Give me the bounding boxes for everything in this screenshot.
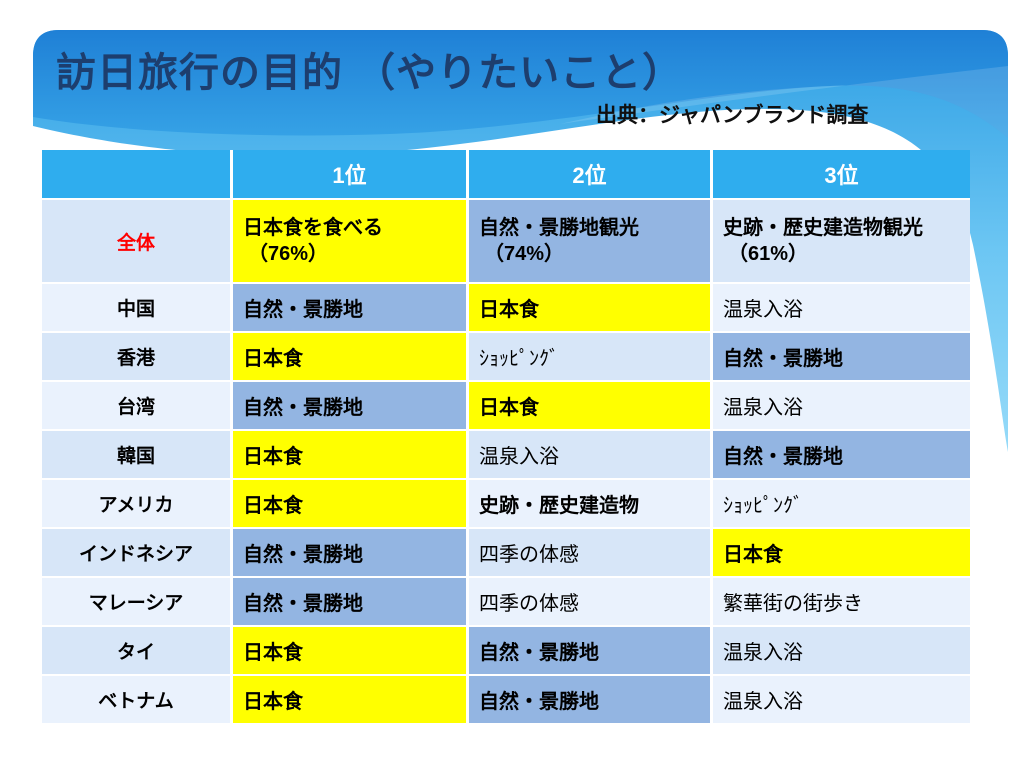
source-citation: 出典：ジャパンブランド調査 bbox=[596, 103, 869, 127]
cell-malaysia-rank1: 自然・景勝地 bbox=[233, 578, 466, 625]
cell-indonesia-rank1: 自然・景勝地 bbox=[233, 529, 466, 576]
row-label-vietnam: ベトナム bbox=[42, 676, 230, 723]
cell-overall-rank2: 自然・景勝地観光 （74%） bbox=[469, 200, 710, 282]
cell-malaysia-rank3: 繁華街の街歩き bbox=[713, 578, 970, 625]
col-header-rank1: 1位 bbox=[233, 150, 466, 198]
cell-thailand-rank3: 温泉入浴 bbox=[713, 627, 970, 674]
dark-banner-shape bbox=[33, 30, 1008, 138]
cell-indonesia-rank3: 日本食 bbox=[713, 529, 970, 576]
cell-usa-rank2: 史跡・歴史建造物 bbox=[469, 480, 710, 527]
cell-taiwan-rank2: 日本食 bbox=[469, 382, 710, 429]
row-label-overall: 全体 bbox=[42, 200, 230, 282]
cell-korea-rank1: 日本食 bbox=[233, 431, 466, 478]
cell-taiwan-rank1: 自然・景勝地 bbox=[233, 382, 466, 429]
cell-overall-rank1: 日本食を食べる （76%） bbox=[233, 200, 466, 282]
cell-vietnam-rank2: 自然・景勝地 bbox=[469, 676, 710, 723]
cell-korea-rank3: 自然・景勝地 bbox=[713, 431, 970, 478]
col-header-rank3: 3位 bbox=[713, 150, 970, 198]
cell-thailand-rank2: 自然・景勝地 bbox=[469, 627, 710, 674]
row-label-thailand: タイ bbox=[42, 627, 230, 674]
cell-text: 史跡・歴史建造物観光 bbox=[723, 217, 923, 239]
page-title: 訪日旅行の目的 （やりたいこと） bbox=[56, 51, 684, 95]
cell-china-rank2: 日本食 bbox=[469, 284, 710, 331]
cell-vietnam-rank3: 温泉入浴 bbox=[713, 676, 970, 723]
col-header-rank2: 2位 bbox=[469, 150, 710, 198]
row-label-malaysia: マレーシア bbox=[42, 578, 230, 625]
cell-usa-rank1: 日本食 bbox=[233, 480, 466, 527]
cell-china-rank1: 自然・景勝地 bbox=[233, 284, 466, 331]
cell-china-rank3: 温泉入浴 bbox=[713, 284, 970, 331]
cell-usa-rank3: ｼｮｯﾋﾟﾝｸﾞ bbox=[713, 480, 970, 527]
row-label-taiwan: 台湾 bbox=[42, 382, 230, 429]
row-label-usa: アメリカ bbox=[42, 480, 230, 527]
ranking-table: 1位 2位 3位 全体 日本食を食べる （76%） 自然・景勝地観光 （74%）… bbox=[42, 150, 970, 723]
cell-vietnam-rank1: 日本食 bbox=[233, 676, 466, 723]
cell-percent: （61%） bbox=[728, 243, 809, 265]
cell-hongkong-rank1: 日本食 bbox=[233, 333, 466, 380]
cell-hongkong-rank2: ｼｮｯﾋﾟﾝｸﾞ bbox=[469, 333, 710, 380]
cell-percent: （76%） bbox=[248, 243, 329, 265]
cell-indonesia-rank2: 四季の体感 bbox=[469, 529, 710, 576]
cell-hongkong-rank3: 自然・景勝地 bbox=[713, 333, 970, 380]
banner-wave-graphic bbox=[33, 30, 1008, 452]
banner-sheen-shape bbox=[560, 66, 1008, 138]
cell-percent: （74%） bbox=[484, 243, 565, 265]
cell-korea-rank2: 温泉入浴 bbox=[469, 431, 710, 478]
cell-text: 自然・景勝地観光 bbox=[479, 217, 639, 239]
light-wave-shape bbox=[33, 30, 1008, 452]
col-header-region bbox=[42, 150, 230, 198]
cell-malaysia-rank2: 四季の体感 bbox=[469, 578, 710, 625]
row-label-indonesia: インドネシア bbox=[42, 529, 230, 576]
row-label-hongkong: 香港 bbox=[42, 333, 230, 380]
cell-text: 日本食を食べる bbox=[243, 217, 383, 239]
cell-overall-rank3: 史跡・歴史建造物観光 （61%） bbox=[713, 200, 970, 282]
cell-thailand-rank1: 日本食 bbox=[233, 627, 466, 674]
row-label-korea: 韓国 bbox=[42, 431, 230, 478]
cell-taiwan-rank3: 温泉入浴 bbox=[713, 382, 970, 429]
row-label-china: 中国 bbox=[42, 284, 230, 331]
